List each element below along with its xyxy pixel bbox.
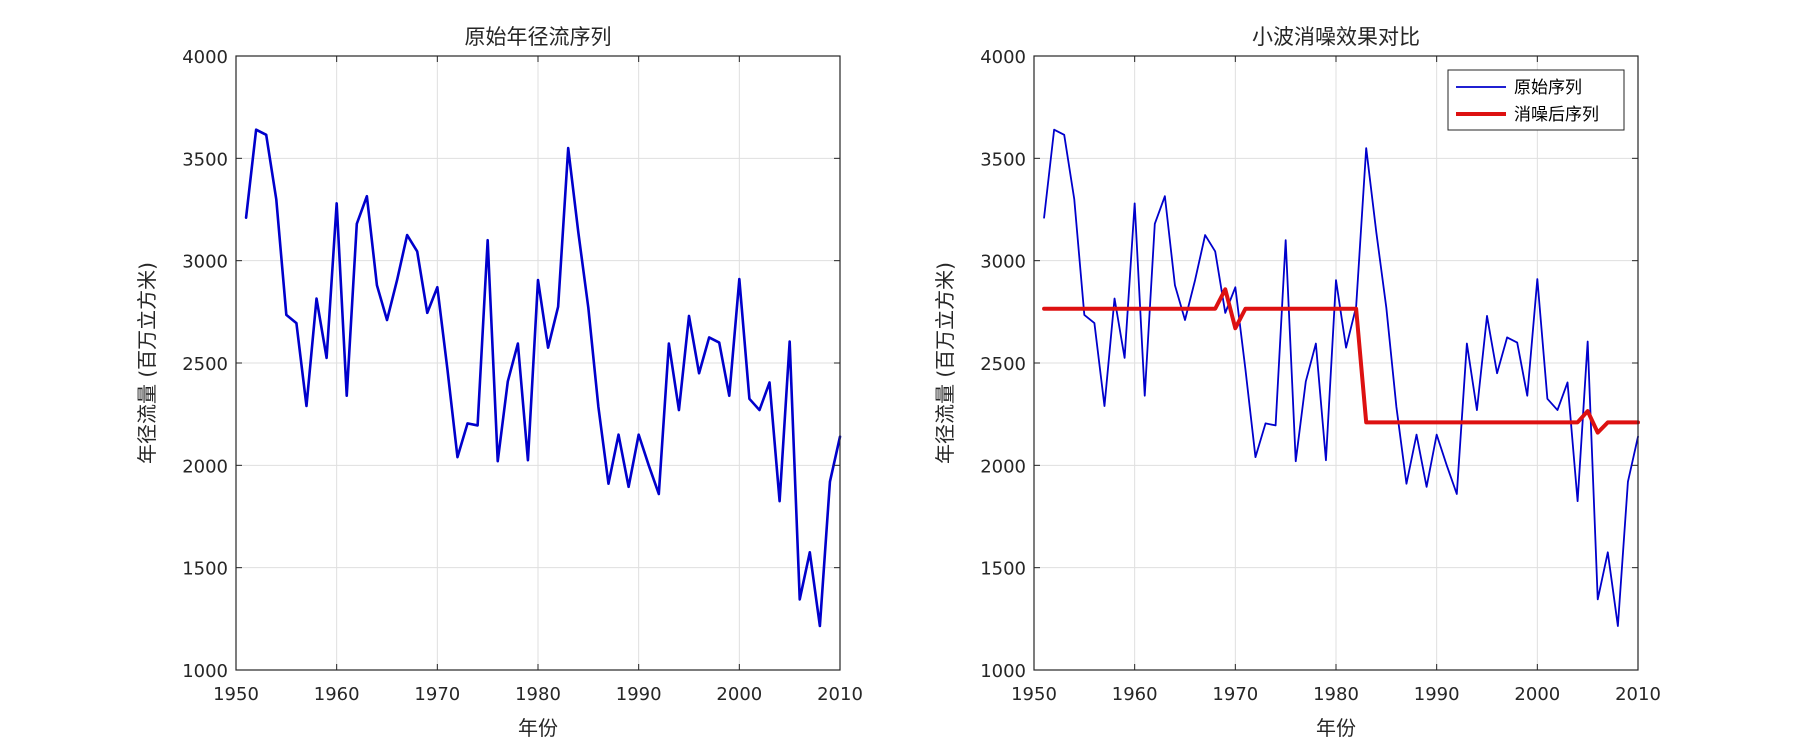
chart-original-series: 1950 1960 1970 1980 1990 2000 2010 1000 1500 2000… xyxy=(135,25,863,740)
chart-denoise-comparison: 1950 1960 1970 1980 1990 2000 2010 1000 1500 2000… xyxy=(933,25,1661,740)
x-tick-label: 2010 xyxy=(817,684,863,705)
legend-label-original: 原始序列 xyxy=(1514,78,1582,98)
y-axis-label: 年径流量 (百万立方米) xyxy=(135,262,159,464)
x-tick-label: 1960 xyxy=(1112,684,1158,705)
chart-title: 原始年径流序列 xyxy=(465,25,612,49)
x-tick-label: 1980 xyxy=(1313,684,1359,705)
y-tick-label: 3000 xyxy=(980,252,1026,273)
x-tick-label: 1950 xyxy=(213,684,259,705)
y-axis-label: 年径流量 (百万立方米) xyxy=(933,262,957,464)
legend-label-denoised: 消噪后序列 xyxy=(1514,105,1599,125)
y-tick-label: 4000 xyxy=(980,47,1026,68)
x-axis-label: 年份 xyxy=(518,716,558,740)
y-tick-label: 1000 xyxy=(182,661,228,682)
y-tick-label: 1500 xyxy=(980,559,1026,580)
x-axis-label: 年份 xyxy=(1316,716,1356,740)
y-tick-label: 4000 xyxy=(182,47,228,68)
series-line-denoised xyxy=(1042,287,1640,435)
y-tick-label: 2000 xyxy=(980,456,1026,477)
x-tick-label: 2000 xyxy=(1514,684,1560,705)
series-line-original xyxy=(244,128,842,628)
y-tick-label: 1500 xyxy=(182,559,228,580)
x-tick-label: 1990 xyxy=(616,684,662,705)
x-tick-label: 1950 xyxy=(1011,684,1057,705)
x-tick-label: 1970 xyxy=(1212,684,1258,705)
chart-title: 小波消噪效果对比 xyxy=(1252,25,1420,49)
y-tick-label: 2500 xyxy=(980,354,1026,375)
series-line-original xyxy=(1043,128,1639,627)
x-tick-label: 1980 xyxy=(515,684,561,705)
x-tick-label: 1970 xyxy=(414,684,460,705)
y-tick-label: 3500 xyxy=(980,149,1026,170)
legend-box xyxy=(1447,69,1625,131)
y-tick-label: 3000 xyxy=(182,252,228,273)
x-tick-label: 1990 xyxy=(1414,684,1460,705)
y-tick-label: 1000 xyxy=(980,661,1026,682)
x-tick-label: 1960 xyxy=(314,684,360,705)
x-tick-label: 2000 xyxy=(716,684,762,705)
y-tick-label: 3500 xyxy=(182,149,228,170)
grid xyxy=(235,55,841,671)
y-tick-label: 2500 xyxy=(182,354,228,375)
grid xyxy=(1033,55,1639,671)
x-tick-label: 2010 xyxy=(1615,684,1661,705)
y-tick-label: 2000 xyxy=(182,456,228,477)
